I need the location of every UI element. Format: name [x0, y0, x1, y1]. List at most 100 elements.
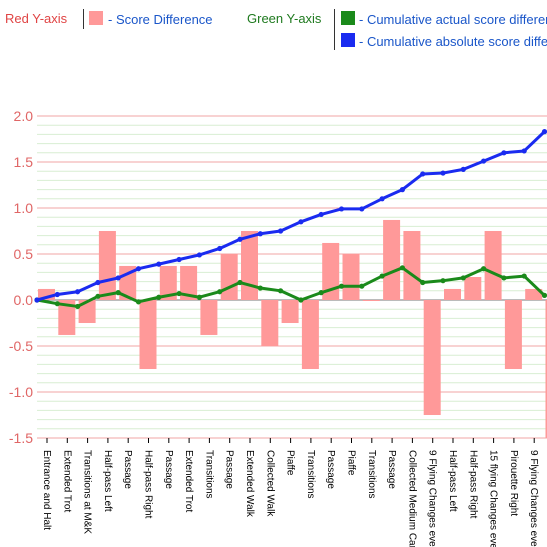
x-tick-label: Extended Walk: [244, 450, 255, 518]
cumulative-actual-point: [522, 273, 527, 278]
cumulative-absolute-point: [278, 228, 283, 233]
cumulative-actual-point: [237, 280, 242, 285]
cumulative-absolute-point: [339, 206, 344, 211]
cumulative-absolute-point: [501, 150, 506, 155]
score-difference-bar: [302, 300, 319, 369]
cumulative-actual-point: [420, 280, 425, 285]
x-tick-label: Transitions at M&K: [82, 450, 93, 534]
y-tick-label: 0.5: [14, 246, 34, 262]
x-tick-label: Pirouette Right: [508, 450, 519, 516]
cumulative-absolute-point: [55, 292, 60, 297]
score-difference-bar: [383, 220, 400, 300]
x-tick-label: 9 Flying Changes every: [528, 450, 539, 547]
cumulative-actual-point: [55, 301, 60, 306]
score-difference-bar: [363, 300, 380, 301]
y-tick-label: 0.0: [14, 292, 34, 308]
cumulative-actual-point: [400, 265, 405, 270]
cumulative-actual-point: [258, 285, 263, 290]
score-difference-bar: [282, 300, 299, 323]
cumulative-absolute-point: [217, 246, 222, 251]
cumulative-absolute-point: [34, 297, 39, 302]
score-difference-bar: [403, 231, 420, 300]
cumulative-absolute-point: [258, 231, 263, 236]
score-difference-bar: [485, 231, 502, 300]
y-tick-label: -1.0: [9, 384, 33, 400]
cumulative-absolute-point: [75, 289, 80, 294]
score-difference-bar: [464, 277, 481, 300]
cumulative-actual-point: [75, 304, 80, 309]
cumulative-actual-point: [95, 294, 100, 299]
cumulative-actual-point: [217, 289, 222, 294]
x-tick-label: Half-pass Left: [102, 450, 113, 512]
x-tick-label: Collected Walk: [264, 450, 275, 517]
cumulative-absolute-point: [136, 266, 141, 271]
cumulative-absolute-point: [237, 237, 242, 242]
y-tick-label: 1.0: [14, 200, 34, 216]
x-tick-label: Collected Medium Canter: [406, 450, 417, 547]
cumulative-actual-point: [461, 275, 466, 280]
x-tick-label: Half-pass Left: [447, 450, 458, 512]
cumulative-actual-point: [278, 288, 283, 293]
cumulative-absolute-point: [156, 262, 161, 267]
cumulative-absolute-point: [400, 187, 405, 192]
cumulative-actual-point: [359, 284, 364, 289]
y-tick-label: -1.5: [9, 430, 33, 446]
cumulative-absolute-point: [461, 167, 466, 172]
cumulative-actual-point: [481, 266, 486, 271]
cumulative-actual-point: [197, 295, 202, 300]
cumulative-actual-point: [339, 284, 344, 289]
cumulative-absolute-point: [522, 148, 527, 153]
cumulative-absolute-point: [359, 206, 364, 211]
y-tick-label: 1.5: [14, 154, 34, 170]
score-difference-bar: [200, 300, 217, 335]
cumulative-absolute-point: [319, 212, 324, 217]
x-tick-label: Transitions: [366, 450, 377, 499]
cumulative-actual-point: [501, 275, 506, 280]
x-tick-label: Passage: [386, 450, 397, 489]
x-tick-label: Passage: [325, 450, 336, 489]
x-tick-label: 9 Flying Changes every: [427, 450, 438, 547]
score-difference-bar: [99, 231, 116, 300]
cumulative-actual-point: [319, 290, 324, 295]
x-tick-label: Piaffe: [346, 450, 357, 476]
cumulative-actual-point: [440, 278, 445, 283]
cumulative-absolute-point: [380, 196, 385, 201]
cumulative-absolute-point: [420, 171, 425, 176]
y-tick-label: 2.0: [14, 108, 34, 124]
cumulative-absolute-point: [542, 129, 547, 134]
score-difference-bar: [424, 300, 441, 415]
cumulative-absolute-point: [298, 219, 303, 224]
cumulative-absolute-point: [197, 252, 202, 257]
cumulative-actual-point: [298, 297, 303, 302]
cumulative-absolute-point: [177, 257, 182, 262]
cumulative-actual-point: [542, 293, 547, 298]
cumulative-absolute-point: [116, 275, 121, 280]
score-difference-bar: [221, 254, 238, 300]
score-difference-bar: [140, 300, 157, 369]
score-difference-bar: [505, 300, 522, 369]
x-tick-label: Transitions: [305, 450, 316, 499]
cumulative-absolute-point: [481, 158, 486, 163]
x-tick-label: Extended Trot: [61, 450, 72, 512]
x-tick-label: Half-pass Right: [467, 450, 478, 519]
score-difference-bar: [343, 254, 360, 300]
score-difference-bar: [444, 289, 461, 300]
x-tick-label: Passage: [122, 450, 133, 489]
cumulative-actual-point: [380, 273, 385, 278]
cumulative-absolute-point: [440, 170, 445, 175]
cumulative-absolute-point: [95, 280, 100, 285]
x-tick-label: Passage: [163, 450, 174, 489]
x-tick-label: Extended Trot: [183, 450, 194, 512]
score-difference-bar: [241, 231, 258, 300]
x-tick-label: Half-pass Right: [143, 450, 154, 519]
x-tick-label: Piaffe: [285, 450, 296, 476]
score-difference-bar: [261, 300, 278, 346]
y-tick-label: -0.5: [9, 338, 33, 354]
cumulative-actual-point: [136, 299, 141, 304]
cumulative-actual-point: [116, 290, 121, 295]
x-tick-label: Passage: [224, 450, 235, 489]
x-tick-label: Transitions: [203, 450, 214, 499]
cumulative-actual-point: [177, 291, 182, 296]
x-tick-label: 15 flying Changes every: [488, 450, 499, 547]
